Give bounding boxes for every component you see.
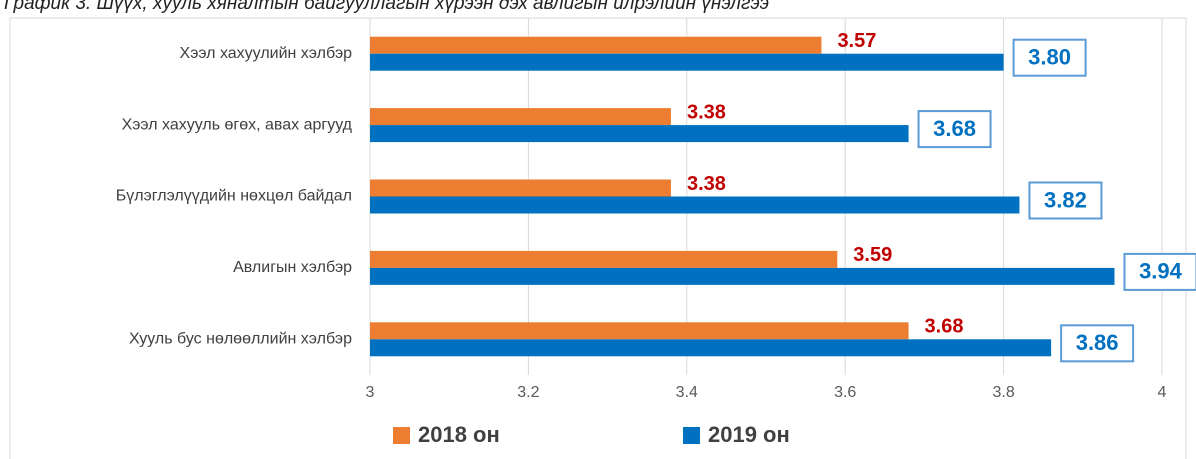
bar [370, 196, 1020, 214]
chart-title: График 3. Шүүх, хууль хяналтын байгуулла… [4, 0, 769, 14]
data-label: 3.68 [933, 116, 976, 141]
data-label: 3.38 [687, 101, 726, 123]
x-tick-label: 3.4 [676, 384, 698, 401]
x-tick-label: 3 [366, 384, 375, 401]
y-tick-label: Хээл хахуулийн хэлбэр [180, 45, 353, 62]
legend-swatch [683, 427, 700, 444]
bar [370, 250, 838, 268]
data-label: 3.38 [687, 173, 726, 195]
legend-label: 2018 он [418, 422, 500, 447]
y-tick-label: Авлигын хэлбэр [233, 259, 352, 276]
data-label-box [1012, 38, 1087, 77]
data-label-box [1028, 181, 1103, 220]
data-label-box [917, 110, 992, 149]
legend-swatch [393, 427, 410, 444]
data-label: 3.68 [925, 316, 964, 338]
data-label: 3.57 [837, 30, 876, 52]
bar [370, 322, 909, 340]
data-label: 3.80 [1028, 45, 1071, 70]
x-tick-label: 3.2 [517, 384, 539, 401]
data-label: 3.82 [1044, 187, 1087, 212]
x-tick-label: 3.8 [992, 384, 1014, 401]
bar [370, 53, 1004, 71]
bar [370, 125, 909, 143]
bar [370, 267, 1115, 285]
data-label-box [1123, 252, 1196, 291]
bar [370, 108, 671, 126]
chart-frame [9, 17, 1187, 459]
y-tick-label: Хууль бус нөлөөллийн хэлбэр [129, 331, 352, 348]
x-tick-label: 3.6 [834, 384, 856, 401]
data-label: 3.94 [1139, 259, 1183, 284]
data-label: 3.59 [853, 244, 892, 266]
y-tick-label: Хээл хахууль өгөх, авах аргууд [122, 116, 353, 133]
bar [370, 36, 822, 54]
data-label: 3.86 [1076, 330, 1119, 355]
data-label-box [1060, 324, 1135, 363]
bar [370, 179, 671, 197]
y-tick-label: Бүлэглэлүүдийн нөхцөл байдал [116, 188, 352, 205]
x-tick-label: 4 [1158, 384, 1167, 401]
legend-label: 2019 он [708, 422, 790, 447]
bar [370, 339, 1052, 357]
